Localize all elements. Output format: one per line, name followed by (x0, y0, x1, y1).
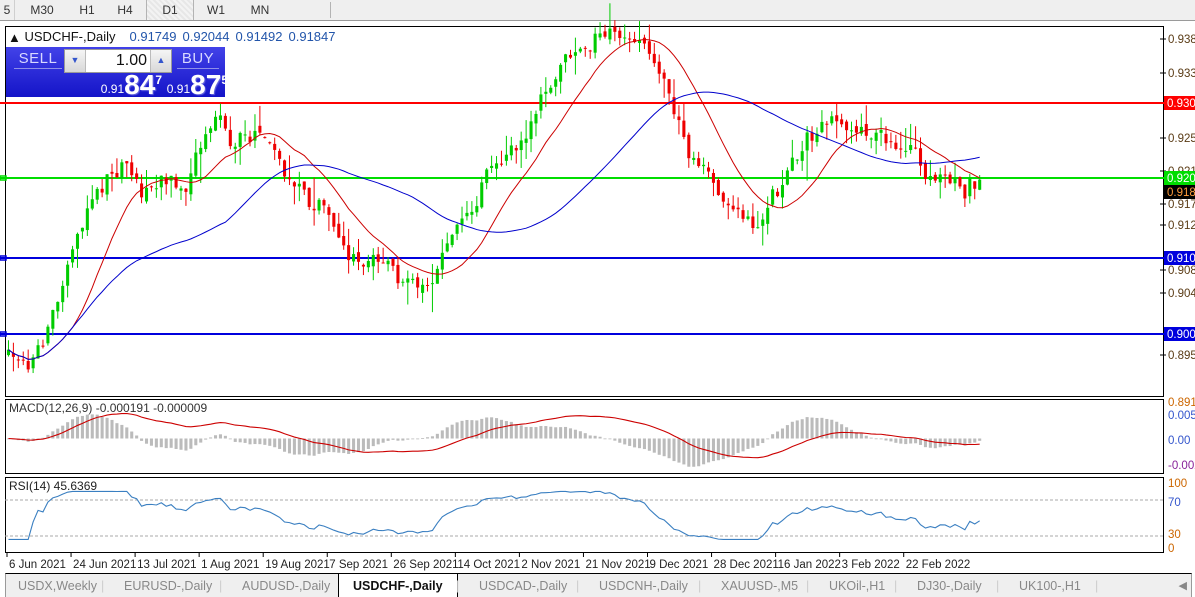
svg-text:6 Jun 2021: 6 Jun 2021 (9, 559, 66, 571)
svg-text:0.9381: 0.9381 (1168, 34, 1195, 46)
svg-text:0.9128: 0.9128 (1168, 220, 1195, 232)
svg-text:14 Oct 2021: 14 Oct 2021 (457, 559, 520, 571)
svg-text:28 Dec 2021: 28 Dec 2021 (714, 559, 779, 571)
svg-text:2 Nov 2021: 2 Nov 2021 (521, 559, 580, 571)
svg-text:100: 100 (1168, 478, 1187, 490)
svg-text:0.9044: 0.9044 (1168, 288, 1195, 300)
svg-text:1 Aug 2021: 1 Aug 2021 (201, 559, 259, 571)
svg-text:70: 70 (1168, 497, 1181, 509)
svg-text:0.9184: 0.9184 (1167, 187, 1195, 199)
svg-text:0.8959: 0.8959 (1168, 350, 1195, 362)
svg-text:3 Feb 2022: 3 Feb 2022 (842, 559, 900, 571)
svg-text:21 Nov 2021: 21 Nov 2021 (585, 559, 650, 571)
svg-text:22 Feb 2022: 22 Feb 2022 (906, 559, 971, 571)
svg-text:13 Jul 2021: 13 Jul 2021 (137, 559, 196, 571)
svg-text:16 Jan 2022: 16 Jan 2022 (778, 559, 841, 571)
svg-text:19 Aug 2021: 19 Aug 2021 (265, 559, 330, 571)
svg-text:9 Dec 2021: 9 Dec 2021 (650, 559, 709, 571)
svg-text:26 Sep 2021: 26 Sep 2021 (393, 559, 458, 571)
svg-text:24 Jun 2021: 24 Jun 2021 (73, 559, 136, 571)
svg-text:0.9000: 0.9000 (1167, 329, 1195, 341)
svg-text:30: 30 (1168, 529, 1181, 541)
svg-text:0.9339: 0.9339 (1168, 68, 1195, 80)
svg-text:0.9086: 0.9086 (1168, 265, 1195, 277)
svg-text:0.9255: 0.9255 (1168, 133, 1195, 145)
svg-text:7 Sep 2021: 7 Sep 2021 (329, 559, 388, 571)
